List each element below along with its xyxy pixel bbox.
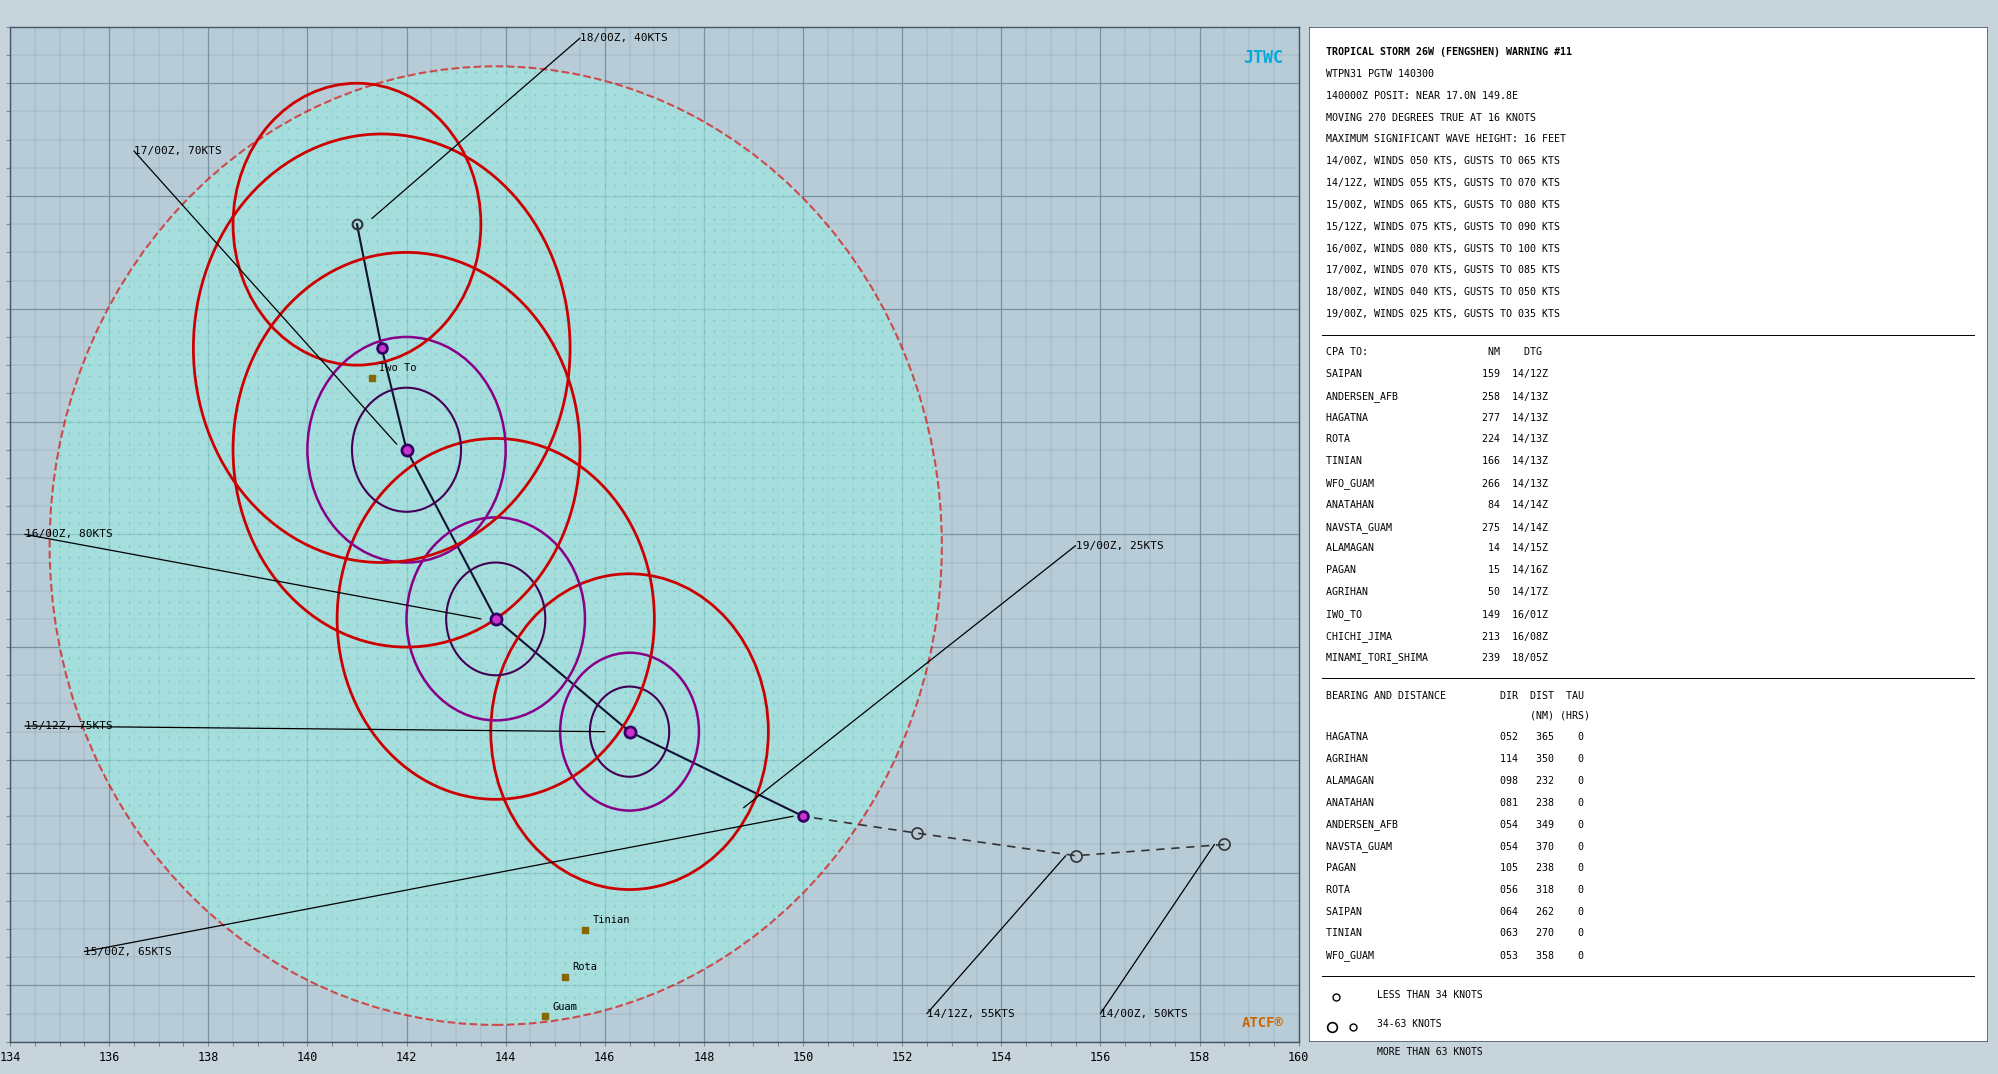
Text: Guam: Guam: [553, 1002, 577, 1012]
Text: 19/00Z, WINDS 025 KTS, GUSTS TO 035 KTS: 19/00Z, WINDS 025 KTS, GUSTS TO 035 KTS: [1327, 309, 1560, 319]
Text: NAVSTA_GUAM               275  14/14Z: NAVSTA_GUAM 275 14/14Z: [1327, 522, 1548, 533]
Text: Rota: Rota: [573, 962, 597, 972]
Text: MINAMI_TORI_SHIMA         239  18/05Z: MINAMI_TORI_SHIMA 239 18/05Z: [1327, 653, 1548, 664]
Text: SAIPAN                    159  14/12Z: SAIPAN 159 14/12Z: [1327, 368, 1548, 379]
Text: MAXIMUM SIGNIFICANT WAVE HEIGHT: 16 FEET: MAXIMUM SIGNIFICANT WAVE HEIGHT: 16 FEET: [1327, 134, 1566, 144]
Text: WFO_GUAM                     053   358    0: WFO_GUAM 053 358 0: [1327, 950, 1584, 961]
Text: HAGATNA                   277  14/13Z: HAGATNA 277 14/13Z: [1327, 412, 1548, 422]
Ellipse shape: [50, 67, 941, 1025]
Text: CPA TO:                    NM    DTG: CPA TO: NM DTG: [1327, 347, 1542, 357]
Text: 15/12Z, 75KTS: 15/12Z, 75KTS: [24, 721, 112, 731]
Text: Tinian: Tinian: [591, 915, 629, 926]
Text: WFO_GUAM                  266  14/13Z: WFO_GUAM 266 14/13Z: [1327, 478, 1548, 489]
Text: 14/12Z, WINDS 055 KTS, GUSTS TO 070 KTS: 14/12Z, WINDS 055 KTS, GUSTS TO 070 KTS: [1327, 178, 1560, 188]
Text: (NM) (HRS): (NM) (HRS): [1327, 710, 1590, 721]
Text: TINIAN                    166  14/13Z: TINIAN 166 14/13Z: [1327, 456, 1548, 466]
Text: NAVSTA_GUAM                  054   370    0: NAVSTA_GUAM 054 370 0: [1327, 841, 1584, 852]
Text: SAIPAN                       064   262    0: SAIPAN 064 262 0: [1327, 906, 1584, 916]
Text: PAGAN                        105   238    0: PAGAN 105 238 0: [1327, 863, 1584, 873]
Text: 17/00Z, WINDS 070 KTS, GUSTS TO 085 KTS: 17/00Z, WINDS 070 KTS, GUSTS TO 085 KTS: [1327, 265, 1560, 275]
Text: ALAMAGAN                     098   232    0: ALAMAGAN 098 232 0: [1327, 775, 1584, 786]
Text: AGRIHAN                      114   350    0: AGRIHAN 114 350 0: [1327, 754, 1584, 764]
Text: PAGAN                      15  14/16Z: PAGAN 15 14/16Z: [1327, 565, 1548, 576]
Text: ANDERSEN_AFB                 054   349    0: ANDERSEN_AFB 054 349 0: [1327, 819, 1584, 830]
Text: 16/00Z, 80KTS: 16/00Z, 80KTS: [24, 529, 112, 539]
Text: TROPICAL STORM 26W (FENGSHEN) WARNING #11: TROPICAL STORM 26W (FENGSHEN) WARNING #1…: [1327, 47, 1572, 57]
Text: ANATAHAN                     081   238    0: ANATAHAN 081 238 0: [1327, 798, 1584, 808]
Text: 140000Z POSIT: NEAR 17.0N 149.8E: 140000Z POSIT: NEAR 17.0N 149.8E: [1327, 91, 1518, 101]
Text: HAGATNA                      052   365    0: HAGATNA 052 365 0: [1327, 732, 1584, 742]
Text: MOVING 270 DEGREES TRUE AT 16 KNOTS: MOVING 270 DEGREES TRUE AT 16 KNOTS: [1327, 113, 1536, 122]
FancyBboxPatch shape: [1309, 27, 1988, 1042]
Text: 16/00Z, WINDS 080 KTS, GUSTS TO 100 KTS: 16/00Z, WINDS 080 KTS, GUSTS TO 100 KTS: [1327, 244, 1560, 253]
Text: 18/00Z, 40KTS: 18/00Z, 40KTS: [579, 33, 667, 43]
Text: 15/00Z, 65KTS: 15/00Z, 65KTS: [84, 946, 172, 957]
Text: Iwo To: Iwo To: [380, 363, 418, 373]
Text: AGRIHAN                    50  14/17Z: AGRIHAN 50 14/17Z: [1327, 587, 1548, 597]
Text: 14/00Z, WINDS 050 KTS, GUSTS TO 065 KTS: 14/00Z, WINDS 050 KTS, GUSTS TO 065 KTS: [1327, 156, 1560, 166]
Text: ANDERSEN_AFB              258  14/13Z: ANDERSEN_AFB 258 14/13Z: [1327, 391, 1548, 402]
Text: CHICHI_JIMA               213  16/08Z: CHICHI_JIMA 213 16/08Z: [1327, 630, 1548, 641]
Text: MORE THAN 63 KNOTS: MORE THAN 63 KNOTS: [1377, 1047, 1483, 1057]
Text: ATCF®: ATCF®: [1241, 1016, 1283, 1030]
Text: 15/00Z, WINDS 065 KTS, GUSTS TO 080 KTS: 15/00Z, WINDS 065 KTS, GUSTS TO 080 KTS: [1327, 200, 1560, 209]
Text: 34-63 KNOTS: 34-63 KNOTS: [1377, 1019, 1441, 1029]
Text: 17/00Z, 70KTS: 17/00Z, 70KTS: [134, 146, 222, 156]
Text: JTWC: JTWC: [1243, 49, 1283, 68]
Text: 19/00Z, 25KTS: 19/00Z, 25KTS: [1075, 540, 1163, 551]
Text: ROTA                      224  14/13Z: ROTA 224 14/13Z: [1327, 434, 1548, 445]
Text: TINIAN                       063   270    0: TINIAN 063 270 0: [1327, 928, 1584, 939]
Text: WTPN31 PGTW 140300: WTPN31 PGTW 140300: [1327, 69, 1435, 79]
Text: 18/00Z, WINDS 040 KTS, GUSTS TO 050 KTS: 18/00Z, WINDS 040 KTS, GUSTS TO 050 KTS: [1327, 287, 1560, 297]
Text: 14/00Z, 50KTS: 14/00Z, 50KTS: [1101, 1008, 1189, 1018]
Text: 15/12Z, WINDS 075 KTS, GUSTS TO 090 KTS: 15/12Z, WINDS 075 KTS, GUSTS TO 090 KTS: [1327, 221, 1560, 232]
Text: ROTA                         056   318    0: ROTA 056 318 0: [1327, 885, 1584, 895]
Text: BEARING AND DISTANCE         DIR  DIST  TAU: BEARING AND DISTANCE DIR DIST TAU: [1327, 691, 1584, 700]
Text: ALAMAGAN                   14  14/15Z: ALAMAGAN 14 14/15Z: [1327, 543, 1548, 553]
Text: LESS THAN 34 KNOTS: LESS THAN 34 KNOTS: [1377, 990, 1483, 1000]
Text: IWO_TO                    149  16/01Z: IWO_TO 149 16/01Z: [1327, 609, 1548, 620]
Text: 14/12Z, 55KTS: 14/12Z, 55KTS: [927, 1008, 1015, 1018]
Text: ANATAHAN                   84  14/14Z: ANATAHAN 84 14/14Z: [1327, 499, 1548, 510]
